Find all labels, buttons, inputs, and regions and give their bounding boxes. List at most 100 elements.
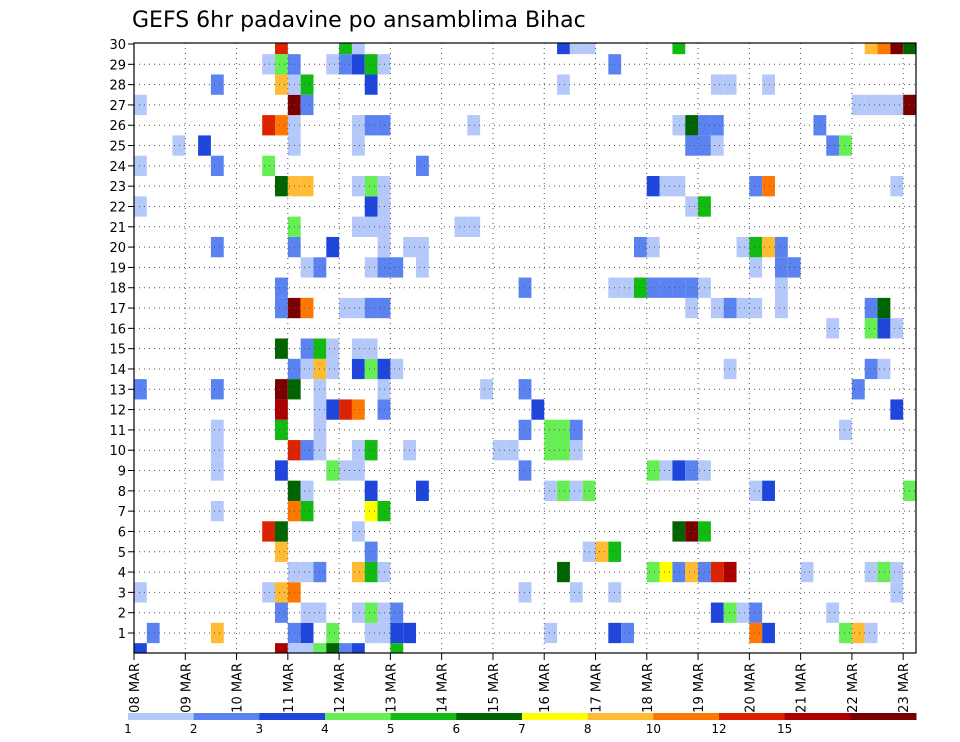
heatmap-cell	[762, 480, 775, 501]
y-tick-label: 16	[109, 322, 126, 337]
heatmap-cell	[275, 297, 288, 319]
heatmap-cell	[672, 521, 686, 542]
heatmap-cell	[300, 358, 314, 380]
heatmap-cell	[326, 236, 340, 258]
heatmap-cell	[685, 115, 699, 136]
heatmap-cell	[377, 622, 391, 644]
x-tick-label: 16 MAR	[538, 663, 553, 713]
x-tick-label: 12 MAR	[333, 663, 348, 713]
x-tick-label: 23 MAR	[897, 663, 912, 713]
chart-title: GEFS 6hr padavine po ansamblima Bihac	[132, 8, 586, 33]
heatmap-cell	[377, 297, 391, 319]
heatmap-cell	[569, 419, 583, 441]
heatmap-cell	[774, 257, 788, 278]
heatmap-cell	[685, 460, 699, 481]
x-tick-label: 19 MAR	[692, 663, 707, 713]
heatmap-cell	[762, 176, 775, 197]
heatmap-cell	[390, 358, 404, 380]
heatmap-cell	[377, 561, 391, 583]
heatmap-cell	[275, 379, 288, 400]
heatmap-cell	[710, 297, 724, 319]
heatmap-cell	[326, 622, 340, 644]
heatmap-cell	[685, 196, 699, 217]
heatmap-cell	[210, 622, 224, 644]
y-tick-label: 20	[109, 241, 126, 256]
y-tick-label: 1	[118, 627, 126, 642]
heatmap-cell	[210, 74, 224, 95]
heatmap-cell	[364, 622, 378, 644]
heatmap-cell	[364, 541, 378, 562]
heatmap-cell	[262, 582, 276, 603]
heatmap-cell	[326, 643, 340, 653]
heatmap-cell	[723, 561, 737, 583]
heatmap-cell	[710, 561, 724, 583]
heatmap-cell	[300, 257, 314, 278]
heatmap-cell	[300, 94, 314, 116]
heatmap-cell	[851, 622, 865, 644]
heatmap-cell	[826, 318, 840, 339]
y-tick-label: 5	[118, 546, 126, 561]
heatmap-cell	[364, 338, 378, 359]
heatmap-cell	[890, 43, 904, 55]
heatmap-cell	[416, 155, 429, 177]
heatmap-cell	[864, 43, 878, 55]
heatmap-cell	[544, 440, 558, 461]
heatmap-cell	[685, 297, 699, 319]
heatmap-cell	[275, 643, 288, 653]
heatmap-cell	[749, 236, 763, 258]
heatmap-cell	[364, 358, 378, 380]
heatmap-cell	[326, 399, 340, 420]
heatmap-cell	[210, 500, 224, 522]
legend-tick-label: 15	[777, 722, 792, 736]
heatmap-cell	[557, 561, 570, 583]
y-tick-label: 21	[109, 221, 126, 236]
heatmap-cell	[364, 196, 378, 217]
legend-swatch	[850, 713, 917, 720]
heatmap-cell	[557, 419, 570, 441]
x-tick-label: 08 MAR	[128, 663, 143, 713]
heatmap-cell	[774, 297, 788, 319]
heatmap-cell	[672, 115, 686, 136]
heatmap-cell	[364, 297, 378, 319]
heatmap-cell	[377, 379, 391, 400]
heatmap-cell	[864, 297, 878, 319]
heatmap-cell	[646, 176, 660, 197]
x-tick-label: 17 MAR	[590, 663, 605, 713]
heatmap-cell	[351, 460, 365, 481]
heatmap-cell	[275, 338, 288, 359]
y-tick-label: 23	[109, 180, 126, 195]
heatmap-cell	[723, 297, 737, 319]
heatmap-cell	[351, 297, 365, 319]
heatmap-cell	[210, 155, 224, 177]
heatmap-cell	[505, 440, 519, 461]
heatmap-cell	[416, 480, 429, 501]
heatmap-cell	[723, 74, 737, 95]
heatmap-cell	[326, 54, 340, 75]
heatmap-cell	[890, 94, 904, 116]
heatmap-cell	[685, 521, 699, 542]
x-tick-label: 18 MAR	[641, 663, 656, 713]
heatmap-cell	[364, 216, 378, 237]
heatmap-cell	[762, 236, 775, 258]
legend-swatch	[325, 713, 392, 720]
heatmap-cell	[762, 74, 775, 95]
legend-tick-label: 2	[190, 722, 198, 736]
heatmap-cell	[364, 480, 378, 501]
heatmap-cell	[557, 480, 570, 501]
heatmap-cell	[723, 358, 737, 380]
heatmap-cell	[890, 318, 904, 339]
heatmap-cell	[877, 561, 891, 583]
heatmap-cell	[275, 541, 288, 562]
heatmap-cell	[351, 521, 365, 542]
heatmap-cell	[557, 43, 570, 55]
heatmap-cell	[774, 277, 788, 298]
x-axis: 08 MAR 09 MAR 10 MAR 11 MAR 12 MAR 13 MAR 14 M…	[128, 653, 912, 713]
heatmap-cell	[326, 460, 340, 481]
y-tick-label: 3	[118, 586, 126, 601]
heatmap-cell	[890, 176, 904, 197]
y-tick-label: 8	[118, 485, 126, 500]
heatmap-cell	[749, 480, 763, 501]
legend-tick-label: 12	[711, 722, 726, 736]
heatmap-cell	[146, 622, 160, 644]
heatmap-cell	[210, 440, 224, 461]
